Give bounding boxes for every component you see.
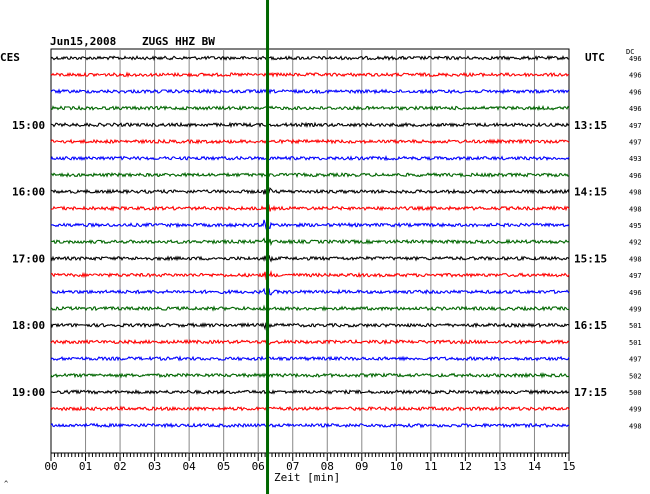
x-tick-label: 12 — [459, 460, 472, 473]
dc-value: 496 — [629, 88, 642, 96]
trace-row-20 — [50, 388, 570, 395]
trace-row-7 — [50, 171, 570, 179]
trace-row-0 — [50, 55, 570, 61]
left-hour-label: 17:00 — [12, 252, 45, 265]
x-tick-label: 09 — [355, 460, 368, 473]
trace-row-3 — [50, 104, 570, 112]
dc-value: 498 — [629, 189, 642, 197]
dc-column-label: DC — [626, 48, 634, 56]
right-hour-label: 16:15 — [574, 319, 607, 332]
x-tick-label: 08 — [321, 460, 334, 473]
left-hour-label: 18:00 — [12, 319, 45, 332]
dc-value: 500 — [629, 389, 642, 397]
trace-row-19 — [50, 372, 570, 379]
trace-row-12 — [50, 255, 570, 263]
dc-value: 501 — [629, 322, 642, 330]
dc-value: 501 — [629, 339, 642, 347]
x-tick-label: 13 — [493, 460, 506, 473]
trace-row-8 — [50, 187, 570, 195]
trace-row-6 — [50, 155, 570, 162]
dc-value: 497 — [629, 122, 642, 130]
dc-value: 498 — [629, 205, 642, 213]
left-hour-label: 16:00 — [12, 186, 45, 199]
dc-value: 497 — [629, 272, 642, 280]
trace-row-18 — [50, 355, 570, 362]
right-timezone-label: UTC — [585, 51, 605, 64]
trace-row-21 — [50, 405, 570, 412]
x-tick-label: 00 — [44, 460, 57, 473]
dc-value: 499 — [629, 306, 642, 314]
dc-value: 497 — [629, 356, 642, 364]
right-hour-label: 13:15 — [574, 119, 607, 132]
dc-value: 496 — [629, 105, 642, 113]
trace-row-16 — [50, 322, 570, 331]
trace-row-5 — [50, 138, 570, 145]
trace-row-11 — [50, 237, 570, 247]
station-label: ZUGS HHZ BW — [142, 35, 215, 48]
trace-row-2 — [50, 88, 570, 95]
dc-value: 498 — [629, 422, 642, 430]
dc-value: 495 — [629, 222, 642, 230]
dc-value: 502 — [629, 372, 642, 380]
trace-row-4 — [50, 121, 570, 129]
x-tick-label: 02 — [113, 460, 126, 473]
dc-value: 496 — [629, 172, 642, 180]
dc-value: 492 — [629, 239, 642, 247]
trace-row-10 — [50, 219, 570, 232]
x-tick-label: 11 — [424, 460, 437, 473]
left-hour-label: 15:00 — [12, 119, 45, 132]
x-tick-label: 06 — [252, 460, 265, 473]
x-tick-label: 05 — [217, 460, 230, 473]
date-label: Jun15,2008 — [50, 35, 116, 48]
dc-value: 499 — [629, 406, 642, 414]
trace-row-15 — [50, 303, 570, 313]
dc-value: 497 — [629, 139, 642, 147]
x-tick-label: 14 — [528, 460, 542, 473]
dc-value: 496 — [629, 289, 642, 297]
x-tick-label: 10 — [390, 460, 403, 473]
trace-row-9 — [50, 204, 570, 212]
left-timezone-label: CES — [0, 51, 20, 64]
dc-value: 493 — [629, 155, 642, 163]
x-tick-label: 01 — [79, 460, 92, 473]
dc-value: 496 — [629, 72, 642, 80]
trace-row-14 — [51, 287, 570, 297]
trace-row-22 — [50, 422, 570, 429]
x-tick-label: 03 — [148, 460, 161, 473]
left-hour-label: 19:00 — [12, 386, 45, 399]
x-tick-label: 15 — [562, 460, 575, 473]
right-hour-label: 15:15 — [574, 252, 607, 265]
right-hour-label: 17:15 — [574, 386, 607, 399]
x-axis: 00 01 02 03 04 05 06 07 08 09 10 11 12 13 14 15 — [44, 453, 576, 473]
trace-row-1 — [50, 71, 570, 78]
x-tick-label: 04 — [183, 460, 197, 473]
dc-value: 496 — [629, 55, 642, 63]
trace-row-13 — [50, 270, 570, 281]
corner-mark: ^ — [4, 480, 8, 488]
trace-row-17 — [50, 338, 570, 347]
x-axis-title: Zeit [min] — [274, 471, 340, 484]
minute-gridlines — [85, 49, 535, 453]
hour-labels: 15:00 16:00 17:00 18:00 19:00 13:15 14:15 15:15… — [12, 119, 607, 399]
dc-values: 496 496 496 496 497 497 493 496 498 498 495 492 498 4… — [629, 55, 642, 430]
x-tick-label: 07 — [286, 460, 299, 473]
right-hour-label: 14:15 — [574, 186, 607, 199]
dc-value: 498 — [629, 255, 642, 263]
seismic-traces — [50, 55, 570, 429]
